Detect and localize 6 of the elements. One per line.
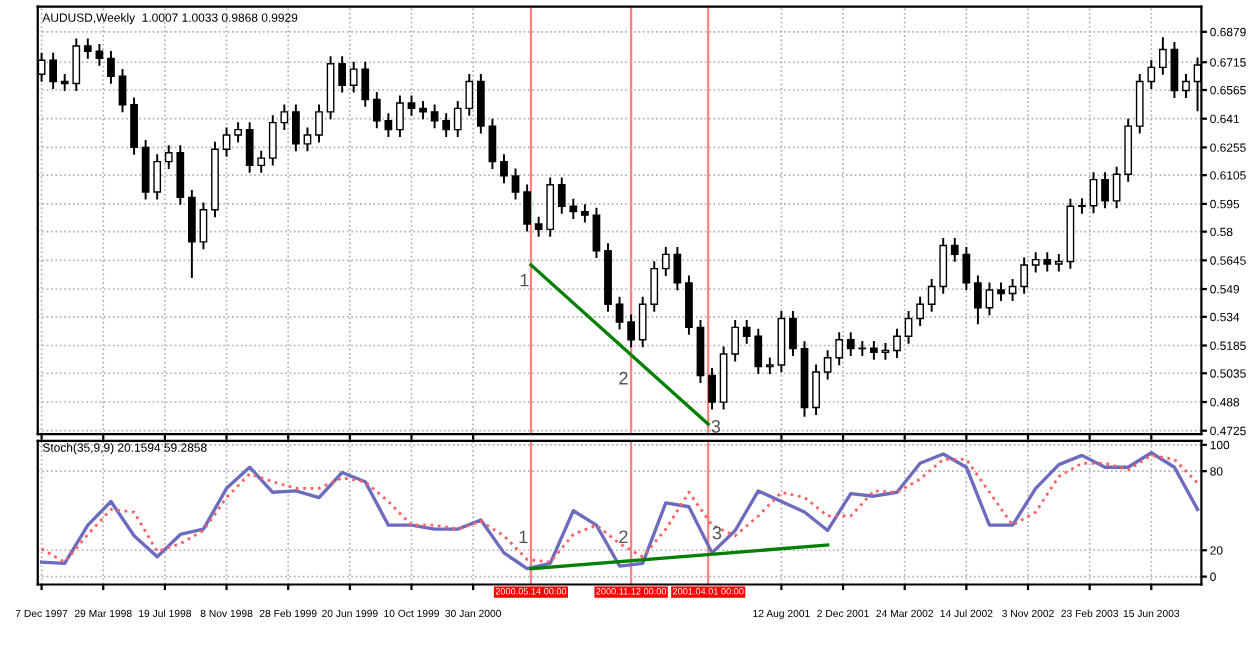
- annotation: 2: [619, 371, 628, 385]
- annotation: 3: [711, 419, 721, 433]
- annotation: 1: [519, 530, 528, 544]
- annotation: 1: [520, 273, 529, 287]
- annotation: 2: [619, 530, 628, 544]
- annotation: 3: [712, 526, 722, 540]
